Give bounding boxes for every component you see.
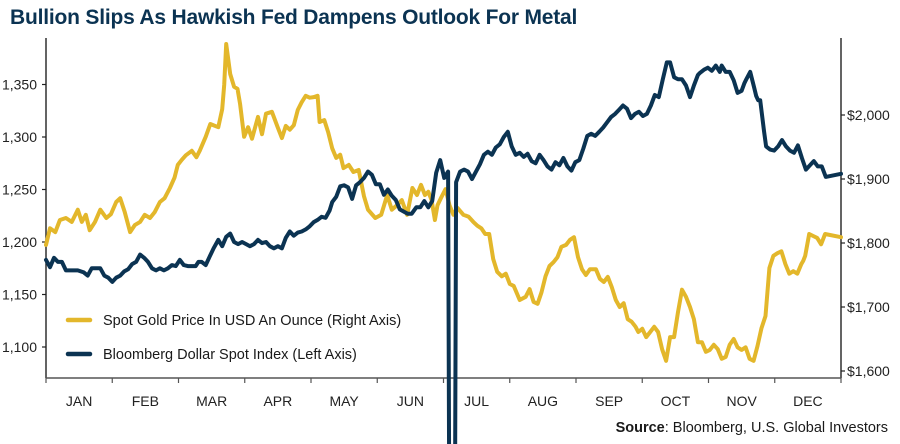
x-axis-tick-label: APR <box>263 393 292 409</box>
dollar-index-line <box>44 60 843 444</box>
legend-label: Bloomberg Dollar Spot Index (Left Axis) <box>103 347 357 363</box>
x-axis-tick-label: MAR <box>196 393 227 409</box>
right-axis-tick-label: $2,000 <box>847 107 890 123</box>
left-axis-tick-label: 1,200 <box>2 234 37 250</box>
legend: Spot Gold Price In USD An Ounce (Right A… <box>65 313 401 363</box>
right-axis-tick-label: $1,900 <box>847 171 890 187</box>
left-axis-tick-label: 1,250 <box>2 182 37 198</box>
x-axis-tick-label: JUL <box>464 393 489 409</box>
right-axis-tick-label: $1,800 <box>847 235 890 251</box>
axes: 1,100 1,150 1,200 1,250 1,300 1,350 $1,600 $1,7… <box>2 38 890 409</box>
x-axis-tick-label: DEC <box>793 393 823 409</box>
x-axis-tick-label: JUN <box>397 393 424 409</box>
legend-label: Spot Gold Price In USD An Ounce (Right A… <box>103 313 401 329</box>
x-axis-tick-label: FEB <box>132 393 159 409</box>
left-axis-tick-label: 1,350 <box>2 77 37 93</box>
x-axis-tick-label: MAY <box>329 393 359 409</box>
x-axis-tick-label: OCT <box>661 393 691 409</box>
x-axis-tick-label: AUG <box>528 393 558 409</box>
series-layer <box>44 42 843 444</box>
source-label: Source <box>615 420 665 436</box>
x-axis-tick-label: NOV <box>726 393 757 409</box>
left-axis-tick-label: 1,300 <box>2 129 37 145</box>
source-note: Source: Bloomberg, U.S. Global Investors <box>616 420 888 436</box>
left-axis-tick-label: 1,150 <box>2 287 37 303</box>
x-axis-tick-label: SEP <box>595 393 623 409</box>
chart-title: Bullion Slips As Hawkish Fed Dampens Out… <box>10 6 578 29</box>
left-axis-tick-label: 1,100 <box>2 339 37 355</box>
source-text: : Bloomberg, U.S. Global Investors <box>664 420 888 436</box>
right-axis-tick-label: $1,700 <box>847 299 890 315</box>
right-axis-tick-label: $1,600 <box>847 363 890 379</box>
x-axis-tick-label: JAN <box>66 393 92 409</box>
